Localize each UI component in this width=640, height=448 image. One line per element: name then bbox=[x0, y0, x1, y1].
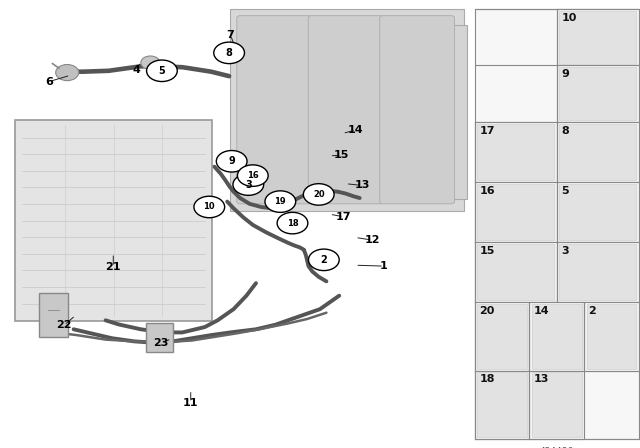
Text: 16: 16 bbox=[247, 171, 259, 180]
Text: 12: 12 bbox=[365, 235, 380, 245]
Bar bbox=[587, 304, 636, 369]
FancyBboxPatch shape bbox=[368, 25, 467, 199]
Text: 23: 23 bbox=[154, 338, 169, 348]
Text: 434486: 434486 bbox=[540, 447, 574, 448]
Bar bbox=[477, 244, 554, 300]
Circle shape bbox=[147, 60, 177, 82]
FancyBboxPatch shape bbox=[308, 16, 383, 204]
Circle shape bbox=[303, 184, 334, 205]
Text: 6: 6 bbox=[45, 77, 53, 86]
Text: 5: 5 bbox=[159, 66, 165, 76]
Bar bbox=[559, 11, 636, 64]
FancyBboxPatch shape bbox=[146, 323, 173, 352]
Bar bbox=[475, 242, 557, 302]
Text: 3: 3 bbox=[245, 180, 252, 190]
Text: 14: 14 bbox=[348, 125, 364, 135]
Circle shape bbox=[214, 42, 244, 64]
Text: 19: 19 bbox=[275, 197, 286, 206]
Text: 8: 8 bbox=[226, 48, 232, 58]
Bar bbox=[532, 304, 582, 369]
Text: 11: 11 bbox=[183, 398, 198, 408]
Bar bbox=[529, 302, 584, 370]
Circle shape bbox=[277, 212, 308, 234]
Text: 14: 14 bbox=[534, 306, 550, 315]
Circle shape bbox=[233, 174, 264, 195]
Bar bbox=[557, 242, 639, 302]
Text: 9: 9 bbox=[561, 69, 569, 79]
Text: 20: 20 bbox=[479, 306, 495, 315]
Bar bbox=[477, 372, 527, 437]
Bar bbox=[557, 65, 639, 122]
Bar bbox=[477, 184, 554, 240]
Text: 15: 15 bbox=[479, 246, 495, 256]
Circle shape bbox=[216, 151, 247, 172]
Circle shape bbox=[265, 191, 296, 212]
Bar bbox=[559, 67, 636, 120]
Bar bbox=[559, 244, 636, 300]
Text: 17: 17 bbox=[336, 212, 351, 222]
Bar bbox=[475, 122, 557, 182]
Text: 15: 15 bbox=[334, 150, 349, 160]
Text: 4: 4 bbox=[132, 65, 140, 75]
Bar bbox=[475, 370, 529, 439]
Bar bbox=[557, 122, 639, 182]
Text: 2: 2 bbox=[321, 255, 327, 265]
Text: 8: 8 bbox=[561, 125, 569, 136]
FancyBboxPatch shape bbox=[39, 293, 68, 337]
Text: 17: 17 bbox=[479, 125, 495, 136]
Bar bbox=[0, 0, 475, 448]
Bar bbox=[559, 124, 636, 180]
Text: 18: 18 bbox=[479, 374, 495, 384]
Bar bbox=[532, 372, 582, 437]
Text: 21: 21 bbox=[106, 262, 121, 272]
FancyBboxPatch shape bbox=[380, 16, 454, 204]
FancyBboxPatch shape bbox=[237, 16, 312, 204]
Bar bbox=[559, 184, 636, 240]
Bar bbox=[557, 9, 639, 65]
Text: 13: 13 bbox=[534, 374, 549, 384]
Text: 9: 9 bbox=[228, 156, 235, 166]
Text: 18: 18 bbox=[287, 219, 298, 228]
Text: 5: 5 bbox=[561, 185, 569, 196]
Text: 3: 3 bbox=[561, 246, 569, 256]
FancyBboxPatch shape bbox=[15, 120, 212, 321]
Bar bbox=[584, 302, 639, 370]
Bar bbox=[475, 302, 529, 370]
Bar bbox=[477, 304, 527, 369]
Text: 7: 7 bbox=[227, 30, 234, 40]
Bar bbox=[557, 182, 639, 242]
Circle shape bbox=[56, 65, 79, 81]
Text: 22: 22 bbox=[56, 320, 72, 330]
Text: 10: 10 bbox=[204, 202, 215, 211]
Bar bbox=[529, 370, 584, 439]
Bar bbox=[475, 182, 557, 242]
Circle shape bbox=[237, 165, 268, 186]
Text: 13: 13 bbox=[355, 181, 370, 190]
Text: 20: 20 bbox=[313, 190, 324, 199]
Text: 2: 2 bbox=[589, 306, 596, 315]
Circle shape bbox=[311, 252, 329, 264]
Circle shape bbox=[194, 196, 225, 218]
Circle shape bbox=[141, 56, 160, 69]
Circle shape bbox=[308, 249, 339, 271]
Text: 10: 10 bbox=[561, 13, 577, 22]
FancyBboxPatch shape bbox=[230, 9, 464, 211]
Text: 16: 16 bbox=[479, 185, 495, 196]
Bar bbox=[475, 9, 639, 439]
Text: 1: 1 bbox=[380, 261, 388, 271]
Bar bbox=[477, 124, 554, 180]
